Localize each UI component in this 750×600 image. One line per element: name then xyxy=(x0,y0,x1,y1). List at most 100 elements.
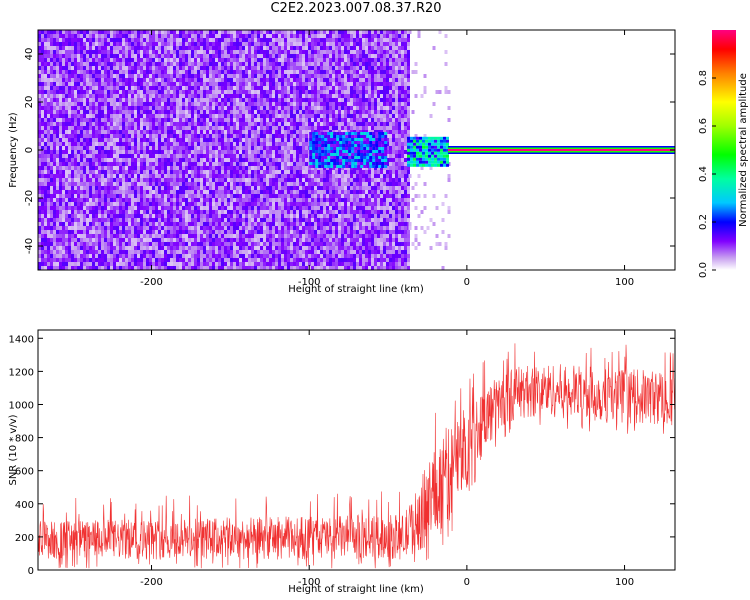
spectrogram-cell xyxy=(104,98,107,102)
spectrogram-cell xyxy=(134,46,137,50)
spectrogram-cell xyxy=(71,266,74,270)
spectrogram-cell xyxy=(68,82,71,86)
spectrogram-cell xyxy=(263,226,266,230)
spectrogram-cell xyxy=(119,230,122,234)
spectrogram-cell xyxy=(272,102,275,106)
spectrogram-cell xyxy=(77,242,80,246)
spectrogram-cell xyxy=(110,194,113,198)
spectrogram-cell xyxy=(125,222,128,226)
spectrogram-cell xyxy=(53,146,56,150)
spectrogram-cell xyxy=(236,246,239,250)
spectrogram-cell xyxy=(140,262,143,266)
spectrogram-cell xyxy=(245,254,248,258)
spectrogram-cell xyxy=(194,214,197,218)
spectrogram-cell xyxy=(281,78,284,82)
spectrogram-cell xyxy=(71,90,74,94)
spectrogram-cell xyxy=(200,66,203,70)
spectrogram-cell xyxy=(242,258,245,262)
spectrogram-cell xyxy=(77,90,80,94)
spectrogram-cell xyxy=(257,146,260,150)
spectrogram-cell xyxy=(194,142,197,146)
spectrogram-cell xyxy=(263,102,266,106)
spectrogram-cell xyxy=(224,218,227,222)
spectrogram-cell xyxy=(104,38,107,42)
spectrogram-cell xyxy=(155,266,158,270)
spectrogram-cell xyxy=(74,206,77,210)
spectrogram-cell xyxy=(56,110,59,114)
spectrogram-cell xyxy=(233,178,236,182)
spectrogram-cell xyxy=(176,162,179,166)
spectrogram-cell xyxy=(194,30,197,34)
spectrogram-cell xyxy=(116,162,119,166)
spectrogram-cell xyxy=(284,142,287,146)
spectrogram-cell xyxy=(116,138,119,142)
spectrogram-cell xyxy=(179,198,182,202)
spectrogram-cell xyxy=(188,174,191,178)
spectrogram-cell xyxy=(281,90,284,94)
spectrogram-cell xyxy=(149,210,152,214)
spectrogram-cell xyxy=(170,266,173,270)
spectrogram-cell xyxy=(107,34,110,38)
spectrogram-cell xyxy=(182,122,185,126)
spectrogram-cell xyxy=(167,78,170,82)
spectrogram-cell xyxy=(221,170,224,174)
spectrogram-cell xyxy=(236,250,239,254)
spectrogram-cell xyxy=(254,150,257,154)
spectrogram-cell xyxy=(254,154,257,158)
spectrogram-cell xyxy=(212,258,215,262)
spectrogram-cell xyxy=(152,142,155,146)
spectrogram-cell xyxy=(137,182,140,186)
spectrogram-cell xyxy=(233,250,236,254)
spectrogram-cell xyxy=(236,94,239,98)
spectrogram-cell xyxy=(74,50,77,54)
spectrogram-cell xyxy=(218,126,221,130)
spectrogram-cell xyxy=(269,62,272,66)
spectrogram-cell xyxy=(80,62,83,66)
spectrogram-cell xyxy=(41,262,44,266)
spectrogram-cell xyxy=(119,66,122,70)
spectrogram-cell xyxy=(266,110,269,114)
spectrogram-cell xyxy=(137,106,140,110)
spectrogram-cell xyxy=(104,50,107,54)
spectrogram-cell xyxy=(167,142,170,146)
spectrogram-cell xyxy=(191,78,194,82)
spectrogram-cell xyxy=(188,262,191,266)
spectrogram-cell xyxy=(275,118,278,122)
spectrogram-cell xyxy=(167,262,170,266)
spectrogram-cell xyxy=(167,246,170,250)
spectrogram-cell xyxy=(65,202,68,206)
spectrogram-cell xyxy=(65,238,68,242)
spectrogram-cell xyxy=(47,198,50,202)
spectrogram-cell xyxy=(158,146,161,150)
spectrogram-cell xyxy=(77,74,80,78)
spectrogram-cell xyxy=(131,254,134,258)
spectrogram-cell xyxy=(101,226,104,230)
spectrogram-cell xyxy=(200,242,203,246)
spectrogram-cell xyxy=(92,198,95,202)
spectrogram-cell xyxy=(53,154,56,158)
spectrogram-cell xyxy=(200,38,203,42)
spectrogram-cell xyxy=(176,150,179,154)
spectrogram-cell xyxy=(65,138,68,142)
spectrogram-cell xyxy=(56,122,59,126)
spectrogram-cell xyxy=(194,98,197,102)
spectrogram-cell xyxy=(191,198,194,202)
spectrogram-cell xyxy=(278,258,281,262)
spectrogram-cell xyxy=(275,146,278,150)
spectrogram-cell xyxy=(122,254,125,258)
spectrogram-cell xyxy=(59,194,62,198)
spectrogram-cell xyxy=(113,162,116,166)
spectrogram-cell xyxy=(152,202,155,206)
spectrogram-cell xyxy=(137,50,140,54)
spectrogram-cell xyxy=(59,266,62,270)
spectrogram-cell xyxy=(209,118,212,122)
spectrogram-cell xyxy=(233,214,236,218)
spectrogram-cell xyxy=(191,238,194,242)
spectrogram-cell xyxy=(134,82,137,86)
spectrogram-cell xyxy=(239,190,242,194)
spectrogram-cell xyxy=(245,178,248,182)
spectrogram-cell xyxy=(164,74,167,78)
spectrogram-cell xyxy=(140,210,143,214)
spectrogram-cell xyxy=(167,254,170,258)
spectrogram-cell xyxy=(209,186,212,190)
